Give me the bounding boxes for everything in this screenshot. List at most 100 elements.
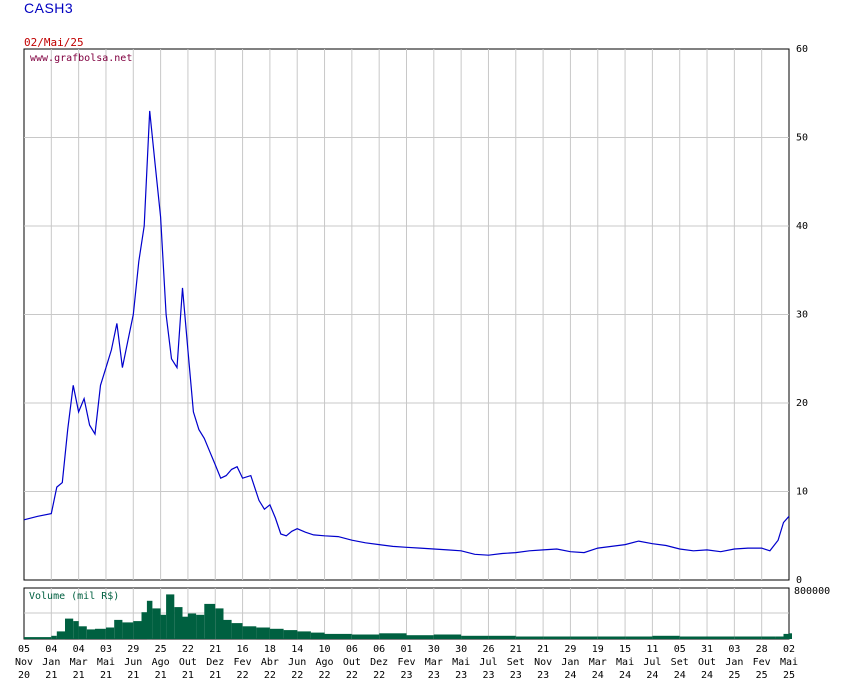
- x-tick-label: 30: [428, 644, 440, 655]
- x-tick-label: Mai: [452, 657, 470, 668]
- x-tick-label: Mai: [780, 657, 798, 668]
- volume-bar: [652, 635, 680, 639]
- volume-bar: [351, 634, 380, 639]
- x-tick-label: Out: [698, 657, 716, 668]
- volume-bar: [775, 636, 784, 639]
- x-tick-label: Ago: [316, 657, 334, 668]
- x-tick-label: 24: [701, 670, 713, 681]
- volume-bar: [204, 603, 216, 639]
- y-tick-label: 10: [796, 487, 808, 498]
- x-tick-label: 22: [182, 644, 194, 655]
- volume-bar: [56, 631, 65, 640]
- volume-bar: [196, 614, 205, 639]
- volume-bar: [187, 613, 197, 639]
- volume-bar: [152, 608, 161, 639]
- x-tick-label: 21: [209, 644, 221, 655]
- volume-bar: [114, 619, 123, 639]
- x-tick-label: 22: [346, 670, 358, 681]
- volume-bar: [783, 633, 789, 639]
- x-tick-label: 21: [127, 670, 139, 681]
- x-tick-label: 05: [18, 644, 30, 655]
- volume-bar: [269, 628, 284, 639]
- volume-bar: [761, 636, 776, 639]
- x-tick-label: 05: [674, 644, 686, 655]
- x-tick-label: 21: [537, 644, 549, 655]
- volume-bar: [488, 635, 516, 639]
- source-label: www.grafbolsa.net: [30, 53, 132, 64]
- volume-bar: [597, 636, 626, 639]
- x-tick-label: 23: [482, 670, 494, 681]
- x-tick-label: 16: [237, 644, 249, 655]
- x-tick-label: 25: [756, 670, 768, 681]
- x-tick-label: Set: [671, 657, 689, 668]
- volume-bar: [51, 635, 57, 639]
- x-tick-label: Dez: [206, 657, 224, 668]
- volume-bar: [789, 633, 792, 639]
- x-tick-label: 18: [264, 644, 276, 655]
- x-tick-label: Jan: [561, 657, 579, 668]
- ticker-title: CASH3: [24, 0, 74, 16]
- volume-bar: [543, 636, 571, 639]
- x-tick-label: Mar: [425, 657, 443, 668]
- volume-bar: [141, 612, 147, 639]
- y-tick-label: 0: [796, 575, 802, 586]
- x-tick-label: 10: [319, 644, 331, 655]
- price-series-line: [23, 110, 790, 556]
- volume-bar: [679, 636, 707, 639]
- y-tick-label: 30: [796, 310, 808, 321]
- x-tick-label: 24: [564, 670, 576, 681]
- x-tick-label: Fev: [397, 657, 415, 668]
- volume-bar: [133, 621, 142, 639]
- x-tick-label: Out: [179, 657, 197, 668]
- x-tick-label: Dez: [370, 657, 388, 668]
- volume-bar: [406, 635, 434, 639]
- volume-bar: [215, 608, 224, 639]
- x-tick-label: 23: [400, 670, 412, 681]
- x-tick-label: Jan: [42, 657, 60, 668]
- x-tick-label: 29: [127, 644, 139, 655]
- volume-bar: [283, 630, 298, 639]
- volume-bar: [160, 614, 167, 639]
- volume-bar: [515, 636, 544, 639]
- x-tick-label: 29: [564, 644, 576, 655]
- x-tick-label: Jun: [124, 657, 142, 668]
- x-tick-label: Nov: [15, 657, 33, 668]
- x-tick-label: Mar: [70, 657, 88, 668]
- volume-bar: [734, 636, 762, 639]
- y-tick-label: 20: [796, 398, 808, 409]
- x-tick-label: 14: [291, 644, 303, 655]
- x-tick-label: Jul: [643, 657, 661, 668]
- x-tick-label: Jul: [479, 657, 497, 668]
- y-tick-label: 50: [796, 133, 808, 144]
- x-tick-label: Mai: [616, 657, 634, 668]
- x-tick-label: 21: [209, 670, 221, 681]
- volume-bar: [297, 631, 311, 640]
- y-tick-label: 40: [796, 221, 808, 232]
- volume-bars: [24, 594, 792, 640]
- volume-bar: [570, 636, 598, 639]
- volume-bar: [182, 616, 188, 639]
- volume-bar: [223, 619, 232, 639]
- x-tick-label: 28: [756, 644, 768, 655]
- x-tick-label: 21: [73, 670, 85, 681]
- volume-bar: [625, 636, 653, 639]
- volume-bar: [242, 626, 257, 640]
- x-tick-label: Mai: [97, 657, 115, 668]
- volume-y-tick: 800000: [794, 586, 830, 597]
- x-tick-label: 04: [45, 644, 57, 655]
- x-tick-label: 06: [373, 644, 385, 655]
- x-tick-label: Nov: [534, 657, 552, 668]
- x-tick-label: 23: [428, 670, 440, 681]
- x-tick-label: 26: [482, 644, 494, 655]
- x-tick-label: 21: [510, 644, 522, 655]
- x-tick-label: 23: [510, 670, 522, 681]
- x-tick-label: Jun: [288, 657, 306, 668]
- x-axis-labels: 05 Nov 20 04 Jan 21 04 Mar 21 03 Mai 21 29 Jun 21 25 Ago…: [15, 644, 798, 681]
- x-tick-label: 30: [455, 644, 467, 655]
- x-tick-label: 15: [619, 644, 631, 655]
- x-tick-label: 25: [728, 670, 740, 681]
- x-tick-label: 22: [373, 670, 385, 681]
- x-tick-label: 02: [783, 644, 795, 655]
- x-tick-label: 31: [701, 644, 713, 655]
- x-tick-label: Fev: [753, 657, 771, 668]
